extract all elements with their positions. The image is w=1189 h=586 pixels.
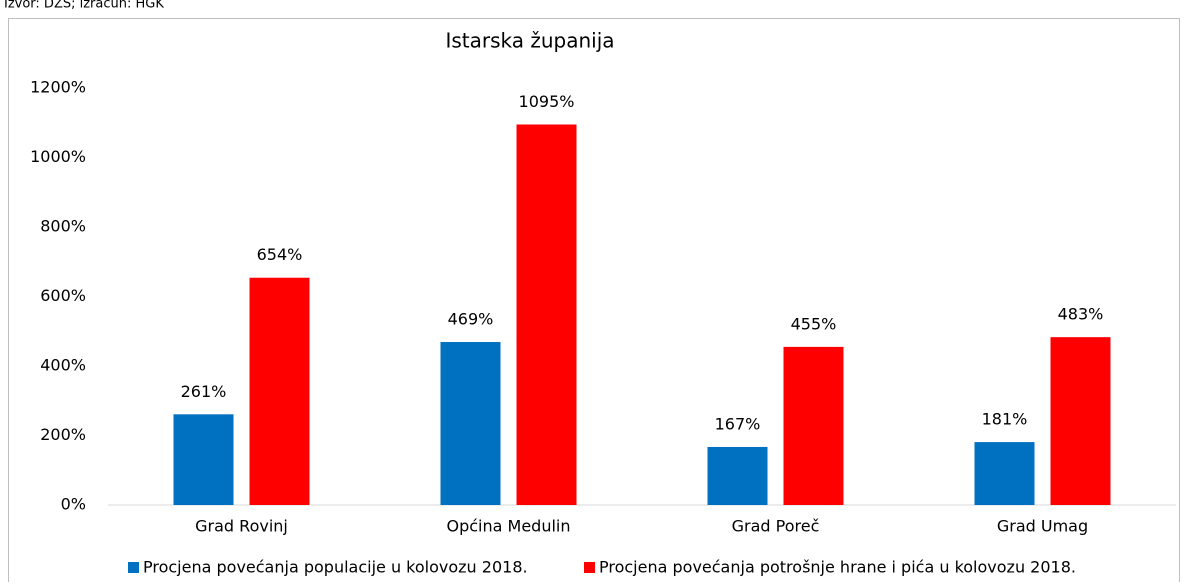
chart-title: Istarska županija [445,29,614,53]
bar [249,277,310,505]
legend-label: Procjena povećanja potrošnje hrane i pić… [599,558,1076,577]
x-tick-label: Općina Medulin [447,517,571,536]
y-tick-label: 800% [40,217,86,236]
bar [173,414,234,505]
data-label: 483% [1058,305,1104,324]
x-tick-label: Grad Umag [997,517,1088,536]
data-label: 261% [181,382,227,401]
bar [440,342,501,505]
data-label: 469% [448,310,494,329]
legend-swatch [584,562,595,573]
y-tick-label: 1000% [30,147,86,166]
y-tick-label: 0% [61,495,86,514]
data-label: 167% [715,414,761,433]
y-tick-label: 400% [40,356,86,375]
data-label: 455% [791,314,837,333]
data-label: 181% [982,410,1028,429]
x-tick-label: Grad Rovinj [195,517,288,536]
legend-swatch [128,562,139,573]
chart-frame [8,18,1180,586]
bar [707,446,768,505]
legend-label: Procjena povećanja populacije u kolovozu… [143,558,528,577]
y-tick-label: 1200% [30,78,86,97]
bar [783,346,844,505]
bar [1050,337,1111,505]
bar [516,124,577,506]
data-label: 654% [257,245,303,264]
y-tick-label: 600% [40,286,86,305]
y-tick-label: 200% [40,425,86,444]
bar [974,442,1035,505]
source-note: Izvor: DZS; izračun: HGK [4,0,164,12]
data-label: 1095% [519,92,575,111]
x-tick-label: Grad Poreč [732,517,820,536]
